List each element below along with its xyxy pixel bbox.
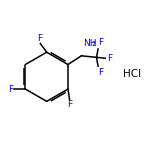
Text: F: F (37, 34, 42, 43)
Text: HCl: HCl (123, 69, 141, 79)
Text: 2: 2 (91, 41, 96, 47)
Text: NH: NH (83, 39, 96, 48)
Text: F: F (107, 54, 112, 63)
Text: F: F (98, 68, 103, 77)
Text: F: F (98, 38, 103, 47)
Text: F: F (8, 85, 14, 94)
Text: F: F (67, 100, 72, 109)
